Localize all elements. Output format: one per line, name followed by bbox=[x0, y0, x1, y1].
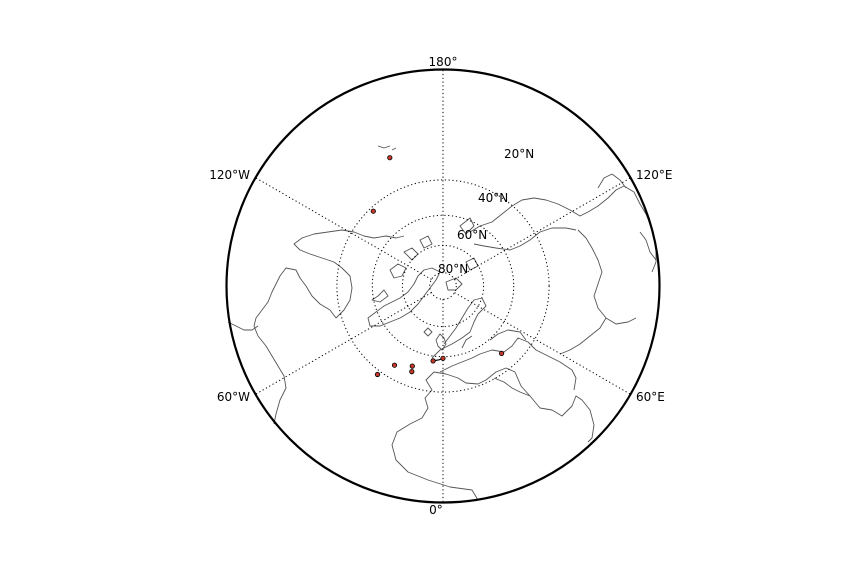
meridian-240 bbox=[255, 177, 432, 280]
coastline-greenland bbox=[367, 267, 441, 327]
graticule-labels: 180° 0° 120°W 60°W 120°E 60°E 80°N 60°N … bbox=[209, 55, 672, 517]
meridian-label-0: 0° bbox=[429, 503, 443, 517]
meridian-label-60w: 60°W bbox=[217, 390, 250, 404]
meridian-60 bbox=[454, 292, 631, 395]
station-marker bbox=[409, 368, 415, 375]
meridian-label-180: 180° bbox=[429, 55, 458, 69]
coastline-scandinavia bbox=[431, 297, 527, 359]
station-marker bbox=[374, 371, 381, 378]
station-marker bbox=[430, 358, 436, 364]
map-boundary bbox=[225, 68, 661, 504]
meridian-300 bbox=[255, 292, 432, 395]
meridian-label-60e: 60°E bbox=[636, 390, 665, 404]
parallel-label-60n: 60°N bbox=[457, 228, 487, 242]
station-marker bbox=[409, 363, 415, 369]
parallel-20 bbox=[336, 179, 550, 393]
station-marker bbox=[387, 155, 393, 161]
parallel-40 bbox=[371, 214, 515, 358]
station-marker bbox=[370, 208, 376, 214]
coastline-pacific-islands bbox=[377, 145, 397, 151]
parallel-label-40n: 40°N bbox=[478, 191, 508, 205]
station-marker bbox=[391, 362, 398, 368]
coastline-north-america bbox=[227, 229, 405, 425]
parallel-80 bbox=[429, 272, 457, 300]
station-marker bbox=[498, 350, 505, 356]
meridian-label-120e: 120°E bbox=[636, 168, 673, 182]
station-marker bbox=[440, 355, 446, 361]
station-markers bbox=[370, 155, 505, 378]
parallel-label-80n: 80°N bbox=[438, 262, 468, 276]
graticule bbox=[255, 69, 631, 503]
coastline-europe-africa bbox=[391, 337, 595, 501]
coastline-british-isles bbox=[423, 327, 447, 351]
parallel-label-20n: 20°N bbox=[504, 147, 534, 161]
coastline-asia bbox=[469, 173, 657, 355]
coastlines bbox=[227, 145, 657, 501]
meridian-label-120w: 120°W bbox=[209, 168, 250, 182]
